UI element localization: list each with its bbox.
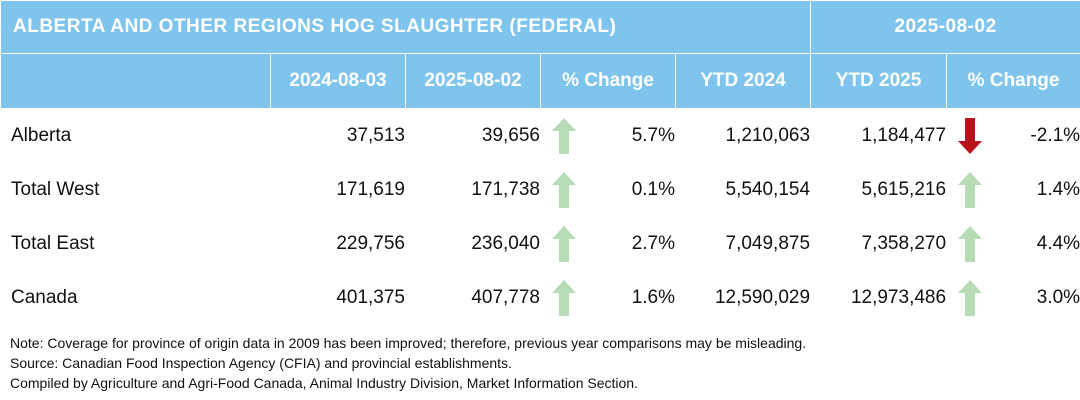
week-change-value: 5.7%: [631, 124, 675, 146]
week-change-cell: 2.7%: [540, 216, 676, 271]
arrow-up-icon: [956, 278, 984, 318]
arrow-up-icon: [956, 224, 984, 264]
week-prev-value: 401,375: [270, 270, 406, 325]
table-row: Canada 401,375 407,778 1.6% 12,590,029 1…: [0, 270, 1080, 325]
ytd-change-cell: 3.0%: [946, 270, 1080, 325]
ytd-change-value: 1.4%: [1036, 178, 1080, 200]
arrow-up-icon: [956, 170, 984, 210]
coverage-note: Note: Coverage for province of origin da…: [10, 335, 807, 351]
week-change-cell: 5.7%: [540, 108, 676, 163]
region-name: Alberta: [0, 108, 271, 163]
region-name: Canada: [0, 270, 271, 325]
title-row: ALBERTA AND OTHER REGIONS HOG SLAUGHTER …: [0, 0, 1080, 54]
ytd-change-cell: 1.4%: [946, 162, 1080, 217]
region-name: Total East: [0, 216, 271, 271]
region-name: Total West: [0, 162, 271, 217]
week-change-cell: 1.6%: [540, 270, 676, 325]
week-curr-value: 171,738: [405, 162, 541, 217]
header-week-prev: 2024-08-03: [270, 53, 406, 109]
week-change-value: 2.7%: [631, 232, 675, 254]
table-title: ALBERTA AND OTHER REGIONS HOG SLAUGHTER …: [0, 0, 812, 54]
week-change-cell: 0.1%: [540, 162, 676, 217]
header-ytd-prev: YTD 2024: [674, 53, 812, 109]
ytd-prev-value: 7,049,875: [674, 216, 812, 271]
week-prev-value: 171,619: [270, 162, 406, 217]
hog-slaughter-table: ALBERTA AND OTHER REGIONS HOG SLAUGHTER …: [0, 0, 1080, 325]
ytd-change-cell: 4.4%: [946, 216, 1080, 271]
header-region: [0, 53, 271, 109]
week-curr-value: 39,656: [405, 108, 541, 163]
ytd-curr-value: 1,184,477: [810, 108, 948, 163]
header-week-change: % Change: [540, 53, 676, 109]
ytd-change-cell: -2.1%: [946, 108, 1080, 163]
header-ytd-change: % Change: [946, 53, 1080, 109]
ytd-change-value: -2.1%: [1030, 124, 1080, 146]
week-curr-value: 407,778: [405, 270, 541, 325]
table-row: Alberta 37,513 39,656 5.7% 1,210,063 1,1…: [0, 108, 1080, 163]
table-row: Total East 229,756 236,040 2.7% 7,049,87…: [0, 216, 1080, 271]
report-date: 2025-08-02: [810, 0, 1080, 54]
header-row: 2024-08-03 2025-08-02 % Change YTD 2024 …: [0, 53, 1080, 109]
ytd-prev-value: 12,590,029: [674, 270, 812, 325]
ytd-curr-value: 12,973,486: [810, 270, 948, 325]
arrow-up-icon: [550, 224, 578, 264]
week-change-value: 0.1%: [631, 178, 675, 200]
week-curr-value: 236,040: [405, 216, 541, 271]
ytd-prev-value: 1,210,063: [674, 108, 812, 163]
week-prev-value: 229,756: [270, 216, 406, 271]
week-prev-value: 37,513: [270, 108, 406, 163]
ytd-prev-value: 5,540,154: [674, 162, 812, 217]
ytd-curr-value: 7,358,270: [810, 216, 948, 271]
header-ytd-curr: YTD 2025: [810, 53, 948, 109]
arrow-up-icon: [550, 170, 578, 210]
ytd-curr-value: 5,615,216: [810, 162, 948, 217]
arrow-up-icon: [550, 116, 578, 156]
source-note: Source: Canadian Food Inspection Agency …: [10, 355, 512, 371]
ytd-change-value: 3.0%: [1036, 286, 1080, 308]
ytd-change-value: 4.4%: [1036, 232, 1080, 254]
week-change-value: 1.6%: [631, 286, 675, 308]
arrow-up-icon: [550, 278, 578, 318]
footnotes: Note: Coverage for province of origin da…: [0, 325, 1080, 393]
header-week-curr: 2025-08-02: [405, 53, 541, 109]
arrow-down-icon: [956, 116, 984, 156]
table-row: Total West 171,619 171,738 0.1% 5,540,15…: [0, 162, 1080, 217]
compiled-by-note: Compiled by Agriculture and Agri-Food Ca…: [10, 375, 638, 391]
